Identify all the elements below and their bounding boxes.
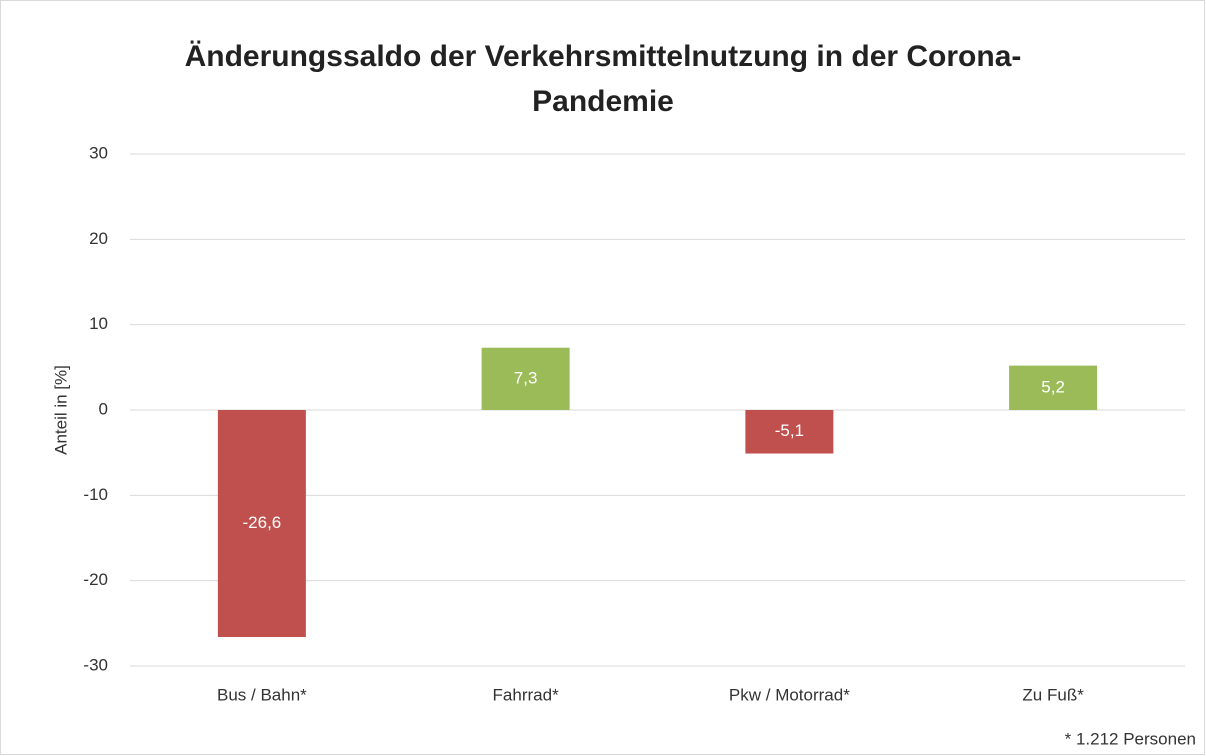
- y-tick-label: 0: [99, 399, 108, 418]
- y-axis-label: Anteil in [%]: [51, 365, 70, 455]
- x-tick-label: Pkw / Motorrad*: [729, 685, 850, 704]
- bar: [481, 347, 570, 410]
- chart-title: Pandemie: [532, 85, 674, 118]
- data-label: -5,1: [775, 421, 804, 440]
- y-tick-label: 20: [89, 229, 108, 248]
- data-label: -26,6: [243, 513, 282, 532]
- data-label: 7,3: [514, 368, 538, 387]
- data-label: 5,2: [1041, 377, 1065, 396]
- y-tick-label: -30: [83, 655, 108, 674]
- y-tick-label: -10: [83, 485, 108, 504]
- bar: [745, 410, 834, 454]
- footnote: * 1.212 Personen: [1065, 729, 1196, 748]
- y-tick-label: -20: [83, 570, 108, 589]
- y-tick-label: 30: [89, 143, 108, 162]
- x-tick-label: Bus / Bahn*: [217, 685, 307, 704]
- x-tick-label: Zu Fuß*: [1022, 685, 1084, 704]
- chart-title: Änderungssaldo der Verkehrsmittelnutzung…: [185, 40, 1022, 73]
- x-tick-label: Fahrrad*: [493, 685, 560, 704]
- bar: [217, 410, 306, 637]
- y-tick-label: 10: [89, 314, 108, 333]
- bar: [1009, 365, 1098, 410]
